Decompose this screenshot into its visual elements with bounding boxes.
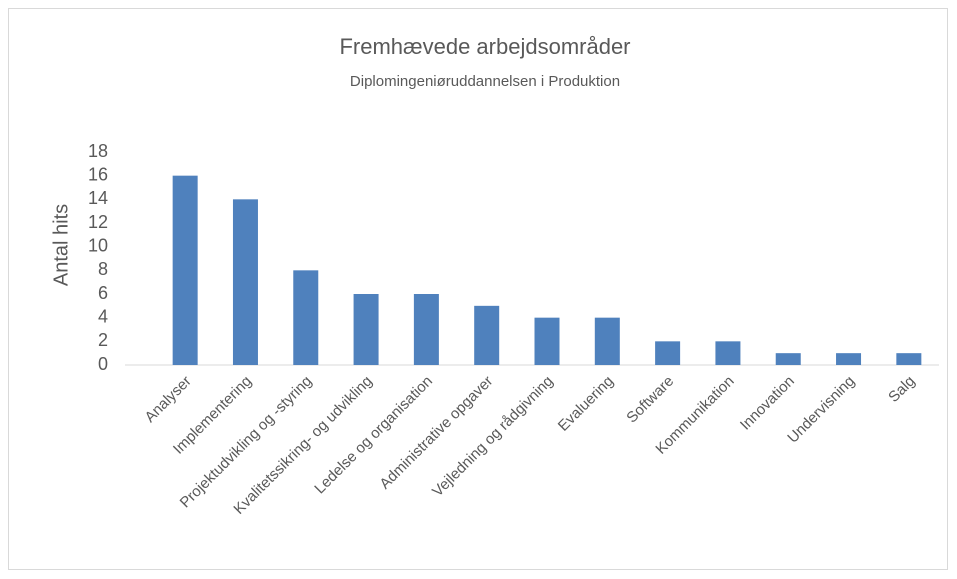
- y-tick-label: 4: [98, 306, 108, 326]
- y-tick-label: 12: [88, 212, 108, 232]
- y-tick-label: 8: [98, 259, 108, 279]
- bar: [293, 270, 319, 365]
- bar: [413, 294, 439, 365]
- y-axis-label: Antal hits: [50, 204, 72, 286]
- y-tick-label: 10: [88, 235, 108, 255]
- y-tick-label: 16: [88, 164, 108, 184]
- bar: [775, 353, 801, 365]
- chart-subtitle: Diplomingeniøruddannelsen i Produktion: [350, 73, 620, 90]
- y-tick-label: 6: [98, 283, 108, 303]
- y-tick-label: 0: [98, 354, 108, 374]
- bar: [715, 341, 741, 365]
- bar: [232, 199, 258, 365]
- bar: [836, 353, 862, 365]
- bar: [896, 353, 922, 365]
- y-tick-label: 14: [88, 188, 108, 208]
- bar: [534, 317, 560, 365]
- chart-frame: [8, 8, 948, 570]
- bar: [594, 317, 620, 365]
- bar: [474, 305, 500, 365]
- bar: [172, 175, 198, 365]
- bar: [353, 294, 379, 365]
- chart-title: Fremhævede arbejdsområder: [339, 34, 630, 59]
- bar: [655, 341, 681, 365]
- y-tick-label: 18: [88, 141, 108, 161]
- y-tick-label: 2: [98, 330, 108, 350]
